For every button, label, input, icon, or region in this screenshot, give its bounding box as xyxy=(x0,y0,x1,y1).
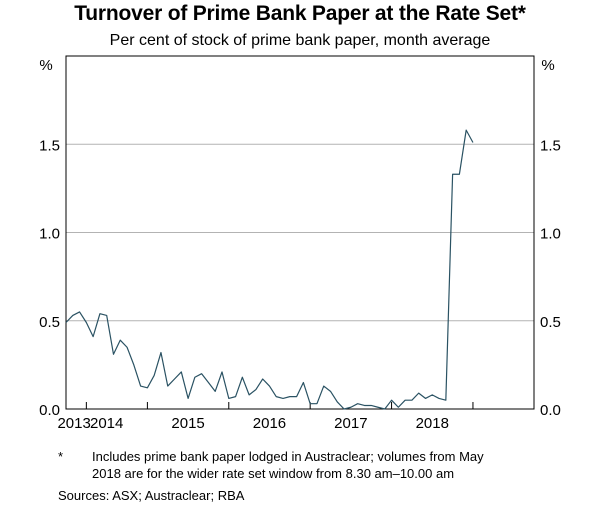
footnote-line-2: 2018 are for the wider rate set window f… xyxy=(92,466,455,481)
series-group xyxy=(65,129,474,410)
footnote-line-1: Includes prime bank paper lodged in Aust… xyxy=(92,449,484,464)
axis-ticks xyxy=(85,402,474,409)
y-tick-label-left: 0.5 xyxy=(39,314,60,331)
footnote-marker: * xyxy=(58,449,64,464)
y-tick-label-right: 1.5 xyxy=(540,137,561,154)
y-tick-label-left: 1.0 xyxy=(39,226,60,243)
x-tick-label: 2015 xyxy=(171,415,204,432)
y-tick-label-right: 0.0 xyxy=(540,402,561,419)
x-tick-label: 2018 xyxy=(416,415,449,432)
y-tick-label-right: 0.5 xyxy=(540,314,561,331)
y-tick-label-left: 1.5 xyxy=(39,137,60,154)
x-tick-label: 2014 xyxy=(90,415,123,432)
gridlines xyxy=(66,143,534,322)
y-tick-label-left: 0.0 xyxy=(39,402,60,419)
axis-labels: % % 0.0 0.0 0.5 0.5 1.0 1.0 1.5 1.5 2013 2014 2015… xyxy=(39,57,561,432)
y-unit-right: % xyxy=(541,57,554,74)
y-unit-left: % xyxy=(39,57,52,74)
footnote-text: Includes prime bank paper lodged in Aust… xyxy=(92,448,562,482)
x-tick-label: 2016 xyxy=(253,415,286,432)
x-tick-label: 2017 xyxy=(334,415,367,432)
series-line-turnover xyxy=(65,129,474,410)
chart-subtitle: Per cent of stock of prime bank paper, m… xyxy=(109,32,491,49)
plot-frame xyxy=(65,55,535,410)
chart-title: Turnover of Prime Bank Paper at the Rate… xyxy=(74,2,526,25)
sources-note: Sources: ASX; Austraclear; RBA xyxy=(58,488,245,503)
y-tick-label-right: 1.0 xyxy=(540,226,561,243)
x-tick-label: 2013 xyxy=(57,415,90,432)
